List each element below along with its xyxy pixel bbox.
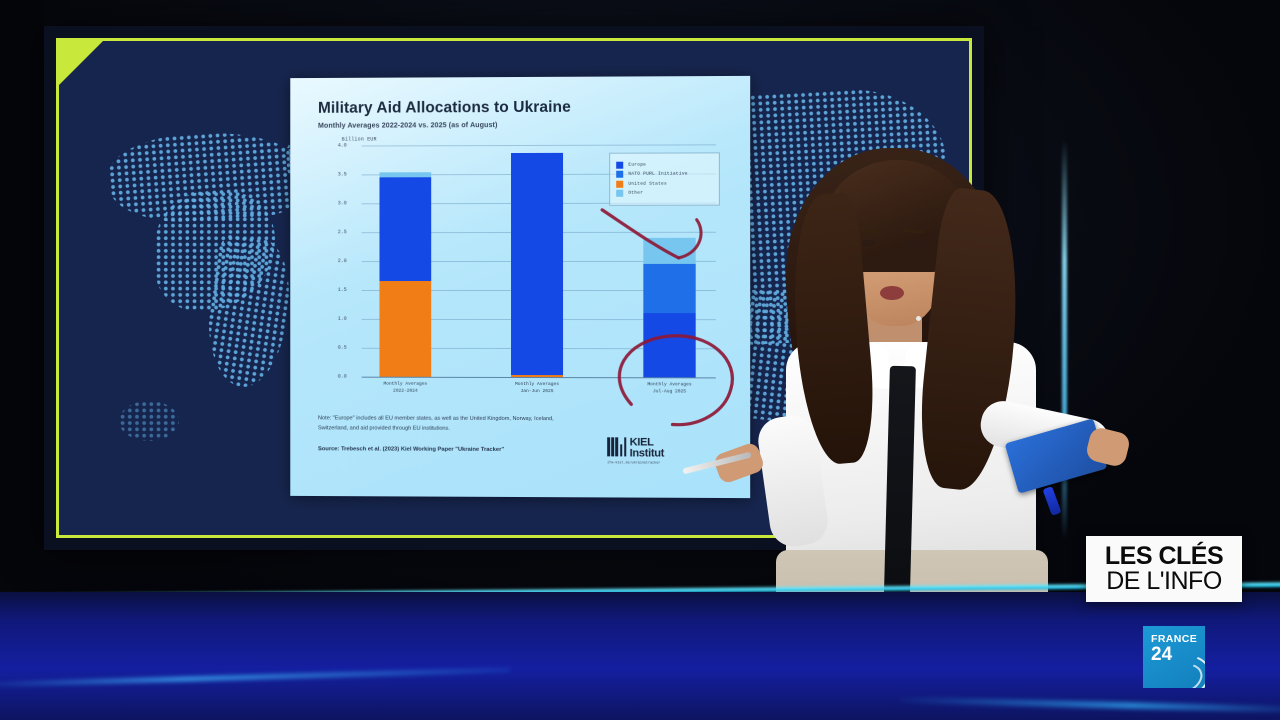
bar-column — [379, 172, 432, 377]
bar-column — [643, 237, 696, 378]
kiel-logo-mark-icon — [607, 437, 627, 457]
studio-floor — [0, 592, 1280, 720]
y-axis-tick: 2.0 — [337, 258, 347, 265]
bar-segment — [511, 153, 564, 376]
screen-corner-accent-top-left — [59, 41, 103, 85]
channel-logo: FRANCE 24 — [1143, 626, 1205, 688]
y-axis-tick: 3.0 — [337, 200, 347, 207]
channel-logo-line-2: 24 — [1151, 643, 1173, 665]
slide-subtitle: Monthly Averages 2022-2024 vs. 2025 (as … — [317, 121, 498, 130]
bar-column — [511, 153, 564, 378]
legend-swatch-icon — [616, 180, 624, 188]
legend-swatch-icon — [616, 189, 624, 197]
y-axis-tick: 0.0 — [337, 373, 347, 380]
studio-left-wall — [0, 0, 44, 600]
legend-label: Europe — [628, 162, 647, 168]
bar-chart: Billion EUR 4.0 3.5 3.0 2.5 2.0 1.5 1.0 0.5 0.0 … — [318, 137, 724, 395]
y-axis-tick: 4.0 — [337, 142, 347, 149]
y-axis-tick: 1.5 — [337, 287, 347, 293]
legend-label: United States — [628, 181, 667, 187]
legend-swatch-icon — [616, 170, 624, 178]
kiel-logo-word-2: Institut — [629, 446, 665, 460]
x-axis-tick: 2022-2024 — [392, 389, 418, 395]
legend-label: Other — [628, 190, 644, 196]
bar-segment — [511, 375, 564, 378]
program-title-line-1: LES CLÉS — [1104, 541, 1224, 570]
bar-segment — [379, 177, 432, 282]
slide-notes: Note: "Europe" includes all EU member st… — [318, 414, 567, 455]
y-axis-tick: 1.0 — [337, 315, 347, 322]
program-title-badge: LES CLÉS DE L'INFO — [1086, 536, 1242, 602]
bar-segment — [643, 237, 696, 264]
legend-label: NATO PURL Initiative — [628, 171, 688, 177]
x-axis-label: Monthly Averages Jan-Jun 2025 — [491, 381, 583, 396]
x-axis-label: Monthly Averages 2022-2024 — [360, 381, 451, 396]
presentation-slide: Military Aid Allocations to Ukraine Mont… — [290, 75, 751, 499]
bar-segment — [643, 263, 696, 314]
y-axis-label: Billion EUR — [341, 136, 377, 143]
x-axis-tick: Jan-Jun 2025 — [520, 389, 554, 395]
y-axis-tick: 2.5 — [337, 229, 347, 236]
presenter-pen — [1042, 486, 1062, 516]
bar-segment — [379, 281, 432, 377]
bar-segment — [643, 313, 696, 378]
channel-logo-line-1: FRANCE — [1151, 633, 1198, 645]
lapel-microphone-icon — [916, 316, 921, 321]
y-axis-tick: 3.5 — [337, 171, 347, 178]
y-axis-tick: 0.5 — [337, 344, 347, 351]
studio-light-beam — [1062, 140, 1067, 540]
bar-segment — [379, 172, 432, 178]
note-text: Note: "Europe" includes all EU member st… — [317, 415, 554, 432]
legend-swatch-icon — [616, 161, 624, 169]
source-text: Source: Trebesch et al. (2023) Kiel Work… — [317, 445, 505, 453]
slide-title: Military Aid Allocations to Ukraine — [317, 98, 571, 117]
program-title-line-2: DE L'INFO — [1106, 566, 1222, 595]
